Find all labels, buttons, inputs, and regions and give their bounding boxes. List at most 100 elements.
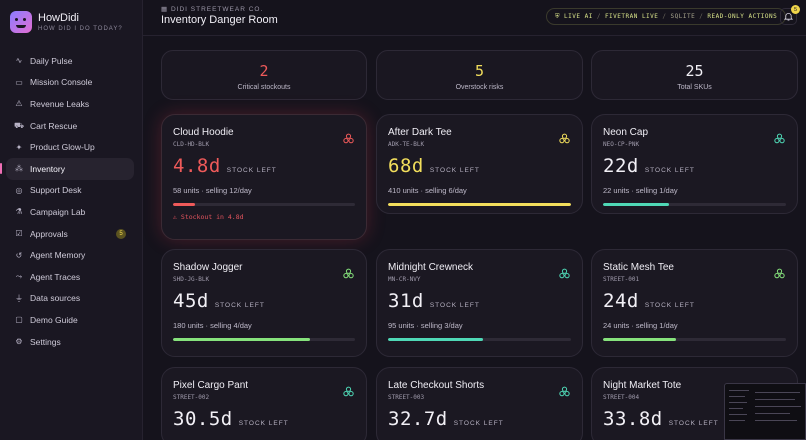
monitor-icon: ▢ [15,315,23,325]
summary-label: Total SKUs [677,84,712,91]
status-read-only: READ-ONLY ACTIONS [707,13,778,20]
stock-progress-bar [173,203,355,206]
stockout-warning: ⚠ Stockout in 4.8d [173,213,355,221]
brand-name: HowDidi [38,12,79,24]
sidebar-item-label: Cart Rescue [30,120,78,131]
shield-check-icon: ⛨ [555,12,561,20]
stock-progress-bar [388,338,571,341]
product-sku: NEO-CP-PNK [603,141,640,148]
product-name: Pixel Cargo Pant [173,380,249,391]
sidebar-item-mission-console[interactable]: ▭ Mission Console [6,72,134,94]
bell-icon [784,13,793,21]
product-card[interactable]: Shadow Jogger SHD-JG-BLK 45d STOCK LEFT … [161,249,367,357]
stock-days: 68d [388,155,424,177]
units-selling: 58 units · selling 12/day [173,186,252,195]
company-name: ▦ DIDI STREETWEAR CO. [161,5,263,13]
sidebar-item-data-sources[interactable]: ⏚ Data sources [6,288,134,310]
sidebar-item-cart-rescue[interactable]: ⛟ Cart Rescue [6,115,134,137]
status-fivetran: FIVETRAN LIVE [604,13,659,20]
page-title: Inventory Danger Room [161,14,278,26]
units-selling: 95 units · selling 3/day [388,321,463,330]
sidebar-nav: ∿ Daily Pulse ▭ Mission Console ⚠ Revenue Lea… [0,50,134,353]
product-card[interactable]: Static Mesh Tee STREET-001 24d STOCK LEF… [591,249,798,357]
route-icon: ⤳ [15,271,23,281]
stock-days: 4.8d [173,155,221,177]
thumbnail-preview[interactable] [724,383,806,440]
warning-icon: ⚠ [173,213,177,221]
sidebar-item-label: Settings [30,336,61,347]
warning-icon: ⚠ [15,99,23,109]
stock-left-label: STOCK LEFT [644,167,695,174]
notifications-button[interactable]: 5 [780,5,800,25]
product-sku: STREET-002 [173,394,210,401]
product-sku: ADK-TE-BLK [388,141,425,148]
sidebar: HowDidi HOW DID I DO TODAY? ∿ Daily Pulse… [0,0,143,440]
history-icon: ↺ [15,250,23,260]
stock-progress-bar [173,338,355,341]
product-card[interactable]: Midnight Crewneck MN-CR-NVY 31d STOCK LE… [376,249,583,357]
stock-days: 31d [388,290,424,312]
sidebar-item-label: Data sources [30,293,81,304]
summary-total-skus: 25 Total SKUs [591,50,798,100]
summary-value: 2 [259,62,269,80]
product-card[interactable]: After Dark Tee ADK-TE-BLK 68d STOCK LEFT… [376,114,583,214]
sidebar-item-settings[interactable]: ⚙ Settings [6,331,134,353]
stock-progress-fill [388,203,571,206]
units-selling: 410 units · selling 6/day [388,186,467,195]
product-card[interactable]: Cloud Hoodie CLD-HD-BLK 4.8d STOCK LEFT … [161,114,367,240]
units-selling: 180 units · selling 4/day [173,321,252,330]
product-name: Neon Cap [603,127,649,138]
product-name: Late Checkout Shorts [388,380,485,391]
sidebar-item-approvals[interactable]: ☑ Approvals 5 [6,223,134,245]
summary-value: 25 [685,62,704,80]
status-sqlite: SQLITE [670,13,696,20]
sidebar-item-label: Inventory [30,163,65,174]
boxes-icon [343,133,354,144]
product-name: Shadow Jogger [173,262,243,273]
stock-progress-bar [603,338,786,341]
checklist-icon: ☑ [15,229,23,239]
stock-left-label: STOCK LEFT [429,302,480,309]
units-selling: 22 units · selling 1/day [603,186,678,195]
top-header: ▦ DIDI STREETWEAR CO. Inventory Danger R… [143,0,806,36]
product-sku: SHD-JG-BLK [173,276,210,283]
product-name: Midnight Crewneck [388,262,474,273]
summary-overstock-risks: 5 Overstock risks [376,50,583,100]
sidebar-item-product-glow-up[interactable]: ✦ Product Glow-Up [6,136,134,158]
stock-left-label: STOCK LEFT [214,302,265,309]
company-label: DIDI STREETWEAR CO. [170,6,264,13]
brand-tagline: HOW DID I DO TODAY? [38,26,123,32]
stock-progress-fill [603,203,669,206]
boxes-icon [343,268,354,279]
sidebar-item-daily-pulse[interactable]: ∿ Daily Pulse [6,50,134,72]
sidebar-item-demo-guide[interactable]: ▢ Demo Guide [6,309,134,331]
product-name: After Dark Tee [388,127,452,138]
gear-icon: ⚙ [15,337,23,347]
product-card[interactable]: Late Checkout Shorts STREET-003 32.7d ST… [376,367,583,440]
stock-progress-bar [603,203,786,206]
status-live-ai: LIVE AI [564,13,593,20]
product-sku: STREET-004 [603,394,640,401]
stock-left-label: STOCK LEFT [238,420,289,427]
boxes-icon [559,133,570,144]
stock-days: 45d [173,290,209,312]
boxes-icon [343,386,354,397]
sidebar-item-agent-memory[interactable]: ↺ Agent Memory [6,244,134,266]
sidebar-item-inventory[interactable]: ⁂ Inventory [0,157,134,180]
console-icon: ▭ [15,77,23,87]
sidebar-item-support-desk[interactable]: ◎ Support Desk [6,180,134,202]
units-selling: 24 units · selling 1/day [603,321,678,330]
sidebar-item-label: Campaign Lab [30,206,86,217]
product-card[interactable]: Pixel Cargo Pant STREET-002 30.5d STOCK … [161,367,367,440]
brand[interactable]: HowDidi HOW DID I DO TODAY? [10,11,123,33]
sidebar-item-label: Daily Pulse [30,55,73,66]
sparkle-icon: ✦ [15,142,23,152]
sidebar-item-revenue-leaks[interactable]: ⚠ Revenue Leaks [6,93,134,115]
sidebar-item-label: Support Desk [30,185,82,196]
sidebar-item-agent-traces[interactable]: ⤳ Agent Traces [6,266,134,288]
lifebuoy-icon: ◎ [15,185,23,195]
sidebar-item-campaign-lab[interactable]: ⚗ Campaign Lab [6,201,134,223]
notification-badge: 5 [791,5,800,14]
product-sku: STREET-003 [388,394,425,401]
product-card[interactable]: Neon Cap NEO-CP-PNK 22d STOCK LEFT 22 un… [591,114,798,214]
